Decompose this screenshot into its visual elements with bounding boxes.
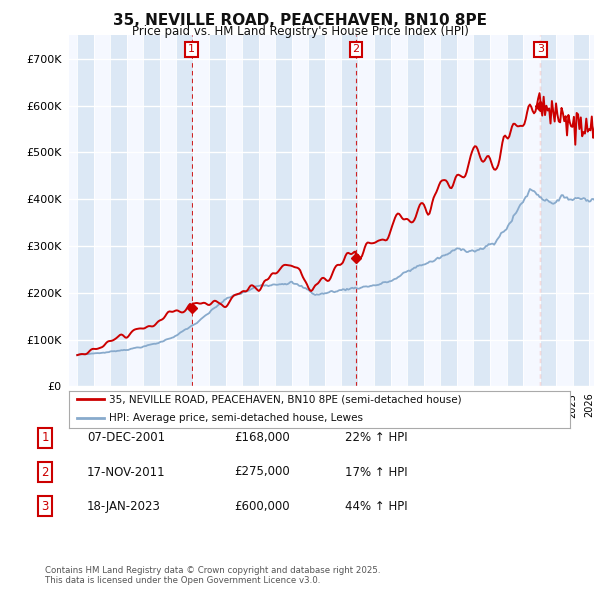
Bar [473, 35, 490, 386]
Bar [440, 35, 457, 386]
Text: Price paid vs. HM Land Registry's House Price Index (HPI): Price paid vs. HM Land Registry's House … [131, 25, 469, 38]
Text: £275,000: £275,000 [234, 466, 290, 478]
Text: 07-DEC-2001: 07-DEC-2001 [87, 431, 165, 444]
Bar [242, 35, 259, 386]
Bar [341, 35, 358, 386]
Text: 3: 3 [41, 500, 49, 513]
Text: 44% ↑ HPI: 44% ↑ HPI [345, 500, 407, 513]
Bar [143, 35, 160, 386]
Text: 2: 2 [41, 466, 49, 478]
Text: 35, NEVILLE ROAD, PEACEHAVEN, BN10 8PE (semi-detached house): 35, NEVILLE ROAD, PEACEHAVEN, BN10 8PE (… [109, 394, 462, 404]
Bar [209, 35, 226, 386]
Bar [176, 35, 193, 386]
Text: 18-JAN-2023: 18-JAN-2023 [87, 500, 161, 513]
Bar [77, 35, 94, 386]
Bar [572, 35, 589, 386]
Bar [110, 35, 127, 386]
Bar [308, 35, 325, 386]
Bar [506, 35, 523, 386]
Bar [407, 35, 424, 386]
Text: £168,000: £168,000 [234, 431, 290, 444]
Bar [275, 35, 292, 386]
Bar [374, 35, 391, 386]
Text: £600,000: £600,000 [234, 500, 290, 513]
Text: 3: 3 [537, 44, 544, 54]
Text: 17% ↑ HPI: 17% ↑ HPI [345, 466, 407, 478]
Text: 2: 2 [352, 44, 359, 54]
Bar [539, 35, 556, 386]
Text: HPI: Average price, semi-detached house, Lewes: HPI: Average price, semi-detached house,… [109, 412, 363, 422]
Text: 1: 1 [41, 431, 49, 444]
Text: 22% ↑ HPI: 22% ↑ HPI [345, 431, 407, 444]
Text: 1: 1 [188, 44, 195, 54]
Text: 17-NOV-2011: 17-NOV-2011 [87, 466, 166, 478]
Text: 35, NEVILLE ROAD, PEACEHAVEN, BN10 8PE: 35, NEVILLE ROAD, PEACEHAVEN, BN10 8PE [113, 13, 487, 28]
Text: Contains HM Land Registry data © Crown copyright and database right 2025.
This d: Contains HM Land Registry data © Crown c… [45, 566, 380, 585]
